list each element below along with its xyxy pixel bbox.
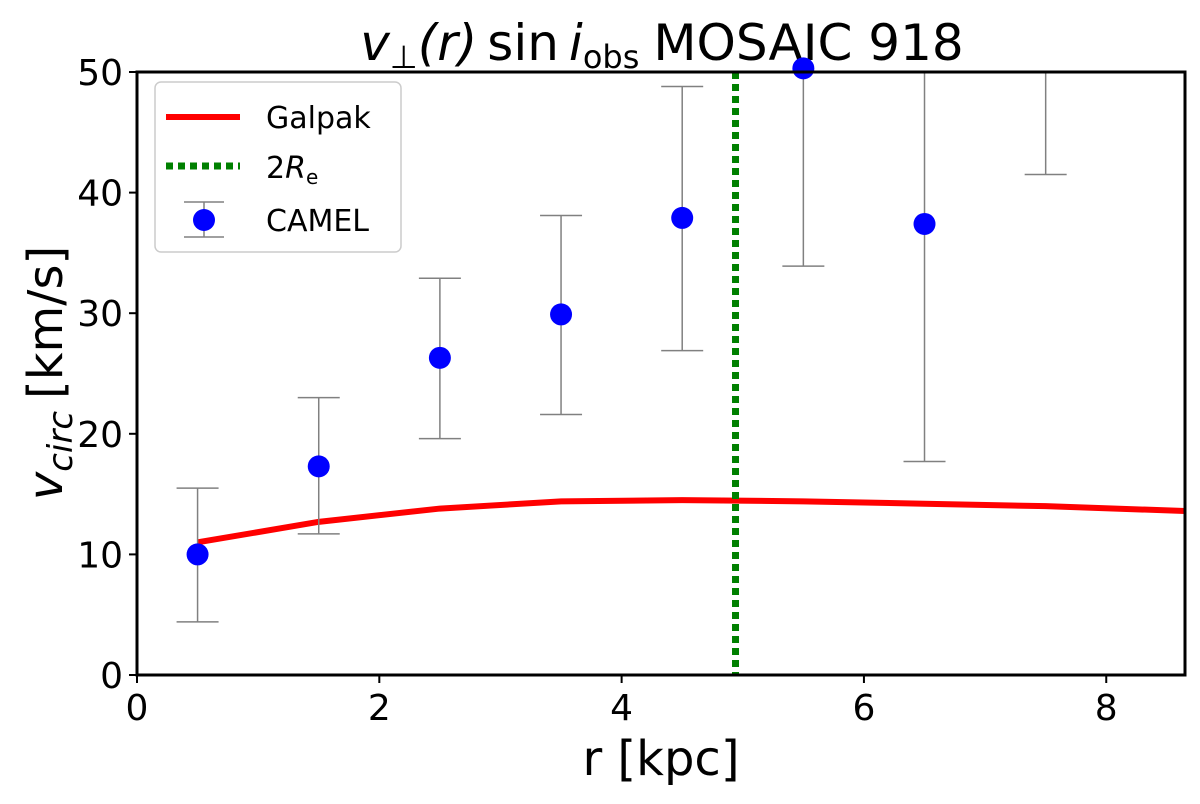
plot-area: 0 2 4 6 8 0 10 20 30 40 50 bbox=[77, 53, 1187, 729]
y-tick-label: 10 bbox=[77, 535, 123, 576]
camel-point bbox=[550, 303, 573, 326]
legend-2re-label: 2Re bbox=[266, 151, 318, 189]
chart-title: v⊥(r) sin iobs MOSAIC 918 bbox=[360, 14, 964, 76]
camel-point bbox=[428, 346, 451, 369]
x-tick-label: 4 bbox=[610, 688, 633, 729]
camel-point bbox=[671, 206, 694, 229]
camel-point bbox=[186, 543, 209, 566]
camel-point bbox=[307, 455, 330, 478]
plot-frame bbox=[135, 70, 1187, 677]
x-tick-label: 0 bbox=[126, 688, 149, 729]
y-tick-label: 50 bbox=[77, 53, 123, 94]
camel-point bbox=[913, 212, 936, 235]
y-tick-label: 20 bbox=[77, 415, 123, 456]
x-axis-label: r [kpc] bbox=[582, 731, 739, 787]
y-tick-label: 40 bbox=[77, 174, 123, 215]
y-tick-label: 0 bbox=[100, 656, 123, 697]
x-tick-label: 6 bbox=[852, 688, 875, 729]
camel-point bbox=[792, 57, 815, 80]
legend: Galpak 2Re CAMEL bbox=[154, 81, 402, 253]
legend-box bbox=[154, 81, 402, 253]
legend-galpak-label: Galpak bbox=[266, 101, 371, 136]
x-tick-label: 8 bbox=[1095, 688, 1118, 729]
x-tick-label: 2 bbox=[368, 688, 391, 729]
legend-camel-swatch bbox=[184, 201, 224, 238]
y-axis-label: vcirc[km/s] bbox=[18, 246, 81, 500]
galpak-line bbox=[197, 497, 1185, 546]
legend-camel-label: CAMEL bbox=[266, 204, 369, 239]
y-tick-label: 30 bbox=[77, 294, 123, 335]
